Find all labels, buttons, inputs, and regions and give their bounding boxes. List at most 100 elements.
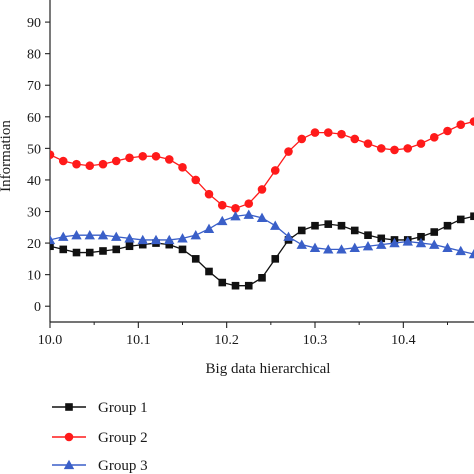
data-point xyxy=(137,234,148,245)
data-point xyxy=(415,237,427,248)
data-point xyxy=(323,128,333,137)
data-point xyxy=(416,139,426,148)
data-point xyxy=(390,145,399,155)
data-point xyxy=(244,199,254,208)
data-point xyxy=(72,248,81,257)
data-point xyxy=(443,126,452,136)
data-point xyxy=(256,212,268,222)
data-point xyxy=(58,156,68,166)
data-point xyxy=(284,147,293,156)
data-point xyxy=(218,278,227,287)
data-point xyxy=(177,233,188,243)
y-tick-label: 50 xyxy=(27,142,41,157)
data-point xyxy=(350,226,359,235)
data-point xyxy=(191,175,201,185)
data-point xyxy=(456,215,465,224)
data-point xyxy=(97,229,109,240)
data-point xyxy=(72,159,81,169)
x-tick-label: 10.0 xyxy=(38,333,63,348)
data-point xyxy=(178,245,187,254)
data-point xyxy=(203,223,215,234)
legend-marker xyxy=(65,403,73,411)
legend-label: Group 3 xyxy=(98,458,148,474)
data-point xyxy=(309,242,321,252)
y-axis-ticks: 0 10 20 30 40 50 60 70 80 90 xyxy=(27,16,50,315)
data-point xyxy=(311,221,319,230)
data-point xyxy=(165,240,174,249)
data-point xyxy=(270,166,280,175)
x-tick-label: 10.4 xyxy=(391,333,416,348)
series-group-1 xyxy=(50,212,474,290)
data-point xyxy=(429,239,440,249)
data-point xyxy=(190,229,201,240)
y-axis-label: Information xyxy=(0,120,14,192)
data-point xyxy=(125,242,134,251)
legend: Group 1 Group 2 Group 3 xyxy=(52,400,148,474)
data-point xyxy=(217,200,227,210)
data-point xyxy=(442,242,453,252)
data-point xyxy=(270,220,281,230)
legend-marker xyxy=(63,459,75,470)
data-point xyxy=(402,236,413,246)
data-point xyxy=(417,232,425,241)
data-point xyxy=(258,274,266,282)
data-point xyxy=(470,212,474,221)
data-point xyxy=(151,151,161,161)
data-point xyxy=(456,120,466,129)
data-point xyxy=(403,144,413,153)
data-point xyxy=(376,144,386,153)
data-point xyxy=(244,281,253,290)
data-point xyxy=(84,229,95,240)
series-group-2 xyxy=(50,117,474,213)
data-point xyxy=(50,242,54,251)
data-point xyxy=(443,221,452,230)
data-point xyxy=(231,204,240,213)
data-point xyxy=(468,248,474,259)
data-point xyxy=(71,229,82,240)
data-point xyxy=(85,161,95,171)
data-point xyxy=(297,134,307,144)
data-point xyxy=(125,153,134,163)
y-tick-label: 90 xyxy=(27,16,41,31)
data-point xyxy=(389,237,400,248)
data-point xyxy=(257,185,267,194)
x-tick-label: 10.1 xyxy=(126,333,151,348)
data-point xyxy=(362,241,374,251)
data-point xyxy=(111,231,122,241)
data-point xyxy=(85,248,94,257)
data-point xyxy=(271,255,280,263)
data-point xyxy=(323,244,334,254)
y-tick-label: 0 xyxy=(34,300,41,315)
data-point xyxy=(98,159,108,169)
data-point xyxy=(243,209,254,219)
data-point xyxy=(50,150,55,159)
legend-label: Group 2 xyxy=(98,430,148,446)
x-axis-label: Big data hierarchical xyxy=(206,361,331,377)
y-tick-label: 70 xyxy=(27,79,41,94)
data-point xyxy=(150,234,162,245)
data-point xyxy=(364,231,372,239)
data-point xyxy=(59,245,68,254)
y-tick-label: 30 xyxy=(27,206,41,221)
data-point xyxy=(377,234,386,243)
data-point xyxy=(191,255,200,263)
data-point xyxy=(429,133,439,142)
data-point xyxy=(430,228,439,236)
x-tick-label: 10.3 xyxy=(303,333,328,348)
data-point xyxy=(111,156,121,166)
x-tick-label: 10.2 xyxy=(214,333,239,348)
data-point xyxy=(349,242,360,252)
data-point xyxy=(376,239,387,249)
legend-item: Group 2 xyxy=(52,430,148,446)
legend-label: Group 1 xyxy=(98,400,148,416)
data-point xyxy=(178,163,187,172)
data-point xyxy=(324,220,333,228)
data-point xyxy=(336,244,347,254)
series-line xyxy=(50,120,474,210)
data-point xyxy=(455,245,466,256)
data-point xyxy=(350,134,360,144)
data-point xyxy=(296,239,307,249)
data-point xyxy=(124,233,135,243)
x-axis-ticks: 10.0 10.1 10.2 10.3 10.4 xyxy=(38,322,448,348)
